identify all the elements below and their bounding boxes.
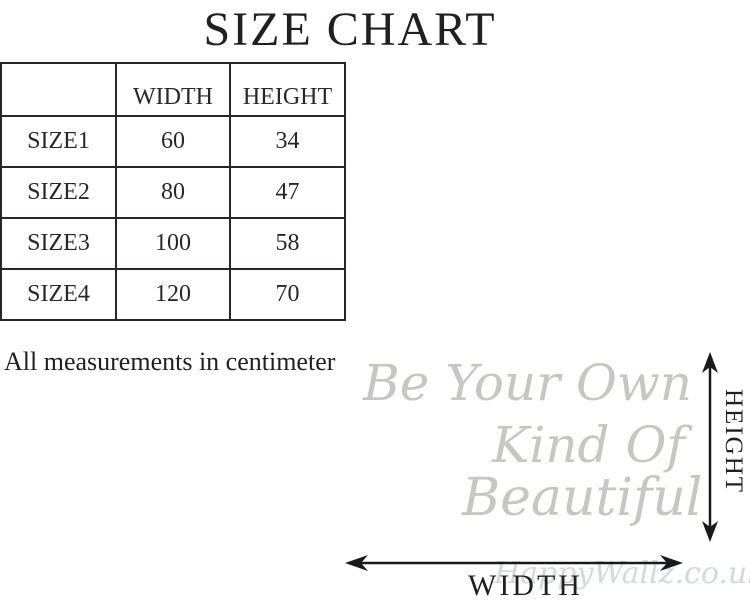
size-label-cell: SIZE3: [0, 217, 117, 270]
size-label-cell: SIZE1: [0, 115, 117, 168]
width-value-cell: 120: [115, 268, 231, 321]
height-value-cell: 70: [229, 268, 346, 321]
table-row: SIZE1 60 34: [0, 115, 346, 168]
table-header-row: WIDTH HEIGHT: [0, 62, 346, 117]
column-header-height: HEIGHT: [229, 62, 346, 117]
measurement-note: All measurements in centimeter: [4, 347, 336, 376]
table-row: SIZE3 100 58: [0, 217, 346, 270]
height-value-cell: 47: [229, 166, 346, 219]
decal-quote-line-3: Beautiful: [462, 468, 703, 528]
width-arrow-icon: [345, 555, 683, 571]
height-value-cell: 58: [229, 217, 346, 270]
table-row: SIZE4 120 70: [0, 268, 346, 321]
height-axis-label: HEIGHT: [720, 389, 747, 495]
table-row: SIZE2 80 47: [0, 166, 346, 219]
size-label-cell: SIZE2: [0, 166, 117, 219]
height-arrow-icon: [702, 352, 718, 542]
size-label-cell: SIZE4: [0, 268, 117, 321]
column-header-width: WIDTH: [115, 62, 231, 117]
width-value-cell: 60: [115, 115, 231, 168]
decal-quote-line-1: Be Your Own: [363, 354, 692, 412]
width-axis-label: WIDTH: [468, 569, 583, 600]
column-header-blank: [0, 62, 117, 117]
size-table: WIDTH HEIGHT SIZE1 60 34 SIZE2 80 47 SIZ…: [0, 62, 346, 321]
width-value-cell: 100: [115, 217, 231, 270]
decal-quote-line-2: Kind Of: [492, 416, 685, 474]
height-value-cell: 34: [229, 115, 346, 168]
width-value-cell: 80: [115, 166, 231, 219]
page-title: SIZE CHART: [203, 3, 497, 56]
